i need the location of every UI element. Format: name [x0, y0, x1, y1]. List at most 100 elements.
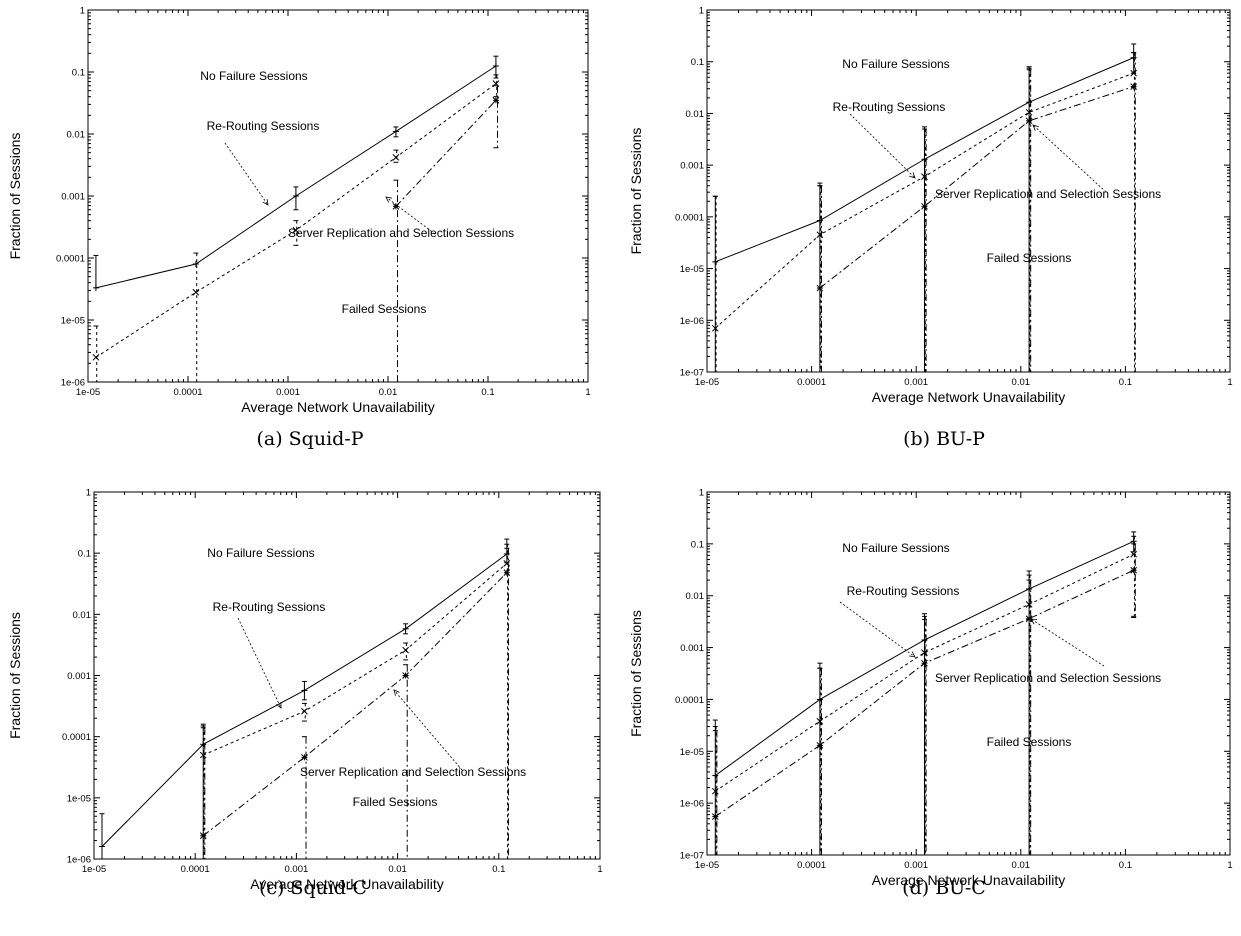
y-tick-label: 1	[86, 488, 91, 499]
x-tick-label: 1e-05	[695, 377, 719, 388]
annotation-arrowhead	[1032, 124, 1039, 131]
annotation-label: Server Replication and Selection Session…	[935, 187, 1161, 201]
data-point-series-1	[99, 843, 106, 850]
annotation-label: Failed Sessions	[987, 735, 1072, 749]
series-line-3	[202, 572, 508, 837]
chart-panel-squid-p: 1e-05 0.0001 0.001 0.01 0.1 1 1e-06 1e-05 0.0001…	[0, 0, 620, 468]
x-tick-label: 1	[597, 864, 602, 875]
annotation-arrowhead	[1030, 618, 1038, 625]
y-tick-label: 1e-05	[680, 264, 704, 275]
annotation-leader	[237, 617, 282, 709]
data-point-series-2	[192, 288, 200, 296]
y-tick-label: 1e-06	[680, 799, 704, 810]
data-point-series-1	[1026, 585, 1033, 592]
annotation-leader	[1030, 618, 1105, 667]
y-axis-label: Fraction of Sessions	[7, 133, 23, 260]
annotation-label: Server Replication and Selection Session…	[288, 226, 514, 240]
data-point-series-3	[921, 202, 928, 210]
x-tick-label: 1	[1227, 377, 1232, 388]
data-point-series-1	[92, 284, 99, 291]
y-tick-label: 1	[699, 488, 704, 499]
y-tick-label: 0.001	[61, 192, 85, 203]
y-tick-label: 0.0001	[675, 695, 704, 706]
y-tick-label: 0.1	[691, 539, 704, 550]
series-line-2	[203, 563, 508, 756]
data-point-series-3	[1025, 117, 1033, 125]
chart-caption: (c) Squid-C	[258, 877, 368, 899]
y-tick-label: 0.1	[78, 549, 91, 560]
annotation-label: Server Replication and Selection Session…	[300, 765, 526, 779]
annotation-leader	[1032, 124, 1107, 193]
data-point-series-1	[492, 62, 499, 69]
x-tick-label: 0.01	[379, 387, 398, 398]
data-point-series-3	[199, 832, 207, 840]
y-tick-label: 0.01	[73, 610, 92, 621]
y-tick-label: 0.1	[72, 68, 85, 79]
chart-plot: 1e-05 0.0001 0.001 0.01 0.1 1 1e-07 1e-06 1e-05 0…	[628, 488, 1233, 889]
annotation-arrowhead	[385, 196, 392, 203]
annotation-label: Failed Sessions	[987, 251, 1072, 265]
annotation-leader	[849, 113, 916, 179]
data-point-series-1	[192, 261, 199, 268]
annotation-leader	[393, 689, 463, 771]
x-axis-label: Average Network Unavailability	[872, 872, 1066, 888]
data-point-series-2	[392, 154, 400, 161]
y-tick-label: 1e-05	[61, 316, 85, 327]
annotation-label: No Failure Sessions	[842, 57, 949, 71]
x-tick-label: 0.001	[904, 377, 928, 388]
x-tick-label: 0.1	[1119, 377, 1132, 388]
annotation-arrowhead	[262, 199, 269, 206]
data-point-series-1	[301, 687, 308, 694]
data-point-series-3	[816, 742, 824, 749]
y-tick-label: 1e-06	[67, 855, 91, 866]
data-point-series-3	[402, 672, 409, 679]
chart-plot: 1e-05 0.0001 0.001 0.01 0.1 1 1e-07 1e-06 1e-05 0…	[628, 6, 1233, 406]
chart-plot: 1e-05 0.0001 0.001 0.01 0.1 11e-061e-050.0001…	[7, 488, 603, 893]
annotation-arrowhead	[909, 172, 916, 179]
annotation-label: Re-Routing Sessions	[207, 119, 320, 133]
x-tick-label: 1e-05	[82, 864, 106, 875]
y-tick-label: 0.01	[686, 109, 705, 120]
annotation-label: Re-Routing Sessions	[213, 600, 326, 614]
data-point-series-2	[292, 226, 300, 234]
x-tick-label: 0.0001	[797, 860, 826, 871]
data-point-series-2	[711, 324, 719, 332]
x-axis-label: Average Network Unavailability	[250, 876, 444, 892]
data-point-series-2	[1130, 550, 1138, 558]
data-point-series-3	[301, 753, 308, 761]
x-tick-label: 0.1	[1119, 860, 1132, 871]
annotation-label: Re-Routing Sessions	[833, 100, 946, 114]
y-tick-label: 0.0001	[56, 254, 85, 265]
chart-caption: (a) Squid-P	[256, 428, 364, 450]
data-point-series-3	[921, 659, 928, 667]
x-tick-label: 1	[585, 387, 590, 398]
data-point-series-1	[392, 128, 399, 135]
y-tick-label: 0.001	[67, 671, 91, 682]
annotation-leader	[224, 142, 269, 206]
plot-frame	[93, 491, 601, 860]
y-tick-label: 1	[80, 6, 85, 17]
y-tick-label: 1e-07	[680, 368, 704, 379]
x-tick-label: 0.01	[388, 864, 407, 875]
x-tick-label: 0.1	[492, 864, 505, 875]
plot-frame	[706, 9, 1231, 373]
x-tick-label: 0.0001	[181, 864, 210, 875]
x-tick-label: 0.001	[276, 387, 300, 398]
x-axis-label: Average Network Unavailability	[241, 399, 435, 415]
chart-caption: (d) BU-C	[902, 877, 986, 899]
x-tick-label: 0.001	[285, 864, 309, 875]
x-tick-label: 0.01	[1012, 377, 1031, 388]
y-tick-label: 0.001	[680, 643, 704, 654]
data-point-series-3	[1130, 83, 1138, 90]
x-tick-label: 1e-05	[76, 387, 100, 398]
chart-panel-squid-c: 1e-05 0.0001 0.001 0.01 0.1 1 1e-06 1e-05 0.0001…	[0, 468, 620, 936]
x-tick-label: 0.1	[481, 387, 494, 398]
chart-caption: (b) BU-P	[903, 428, 985, 450]
data-point-series-2	[92, 353, 100, 361]
data-point-series-1	[402, 625, 409, 632]
y-tick-label: 1e-06	[680, 316, 704, 327]
chart-panel-bu-c: 1e-05 0.0001 0.001 0.01 0.1 1 1e-07 1e-06 1e-05 0…	[621, 468, 1241, 936]
chart-panel-bu-p: 1e-05 0.0001 0.001 0.01 0.1 1 1e-07 1e-06 1e-05 0…	[621, 0, 1241, 468]
annotation-label: Re-Routing Sessions	[847, 584, 960, 598]
annotation-arrowhead	[276, 701, 282, 709]
